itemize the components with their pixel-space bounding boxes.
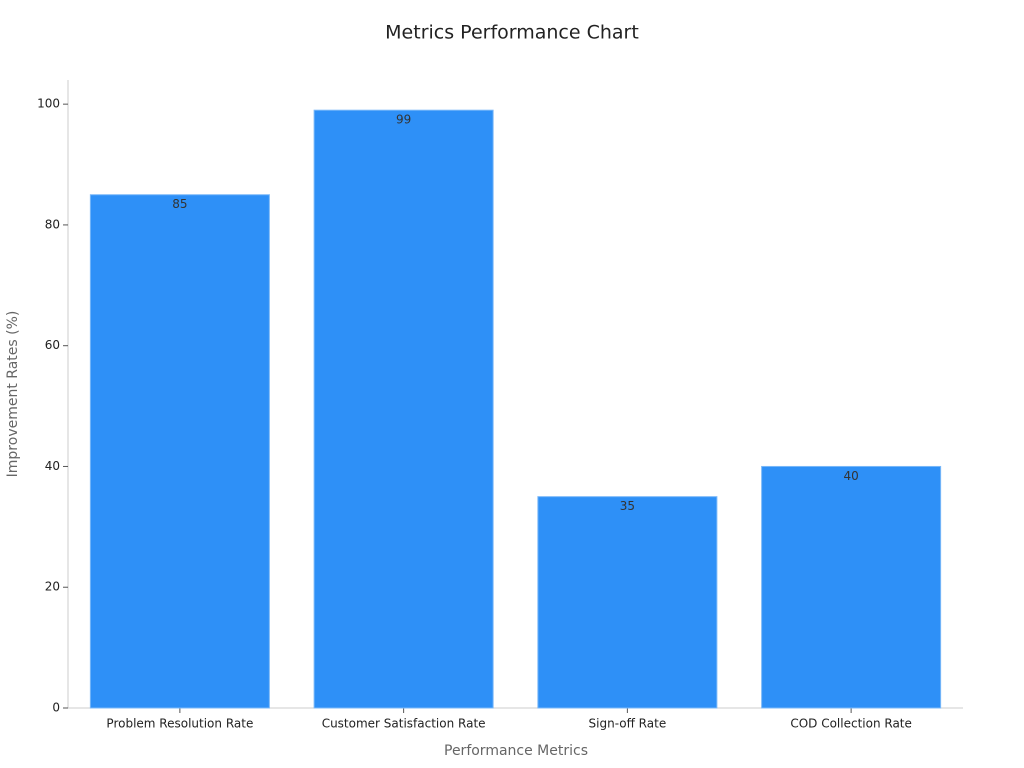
data-label: 35	[620, 499, 635, 513]
chart-title: Metrics Performance Chart	[385, 22, 639, 44]
y-tick-label: 100	[37, 97, 60, 111]
y-tick-label: 80	[45, 217, 60, 231]
y-tick-label: 0	[52, 701, 60, 715]
x-tick-label: Problem Resolution Rate	[106, 717, 253, 731]
data-label: 85	[172, 197, 187, 211]
y-tick-label: 60	[45, 338, 60, 352]
y-axis-label: Improvement Rates (%)	[5, 311, 21, 478]
x-tick-label: COD Collection Rate	[790, 717, 912, 731]
x-tick-label: Customer Satisfaction Rate	[322, 717, 486, 731]
data-label: 99	[396, 113, 411, 127]
y-tick-label: 40	[45, 459, 60, 473]
bar	[761, 465, 942, 709]
data-label: 40	[843, 469, 858, 483]
y-tick-label: 20	[45, 580, 60, 594]
bar	[537, 496, 718, 709]
x-axis-label: Performance Metrics	[444, 743, 588, 759]
bar	[89, 194, 270, 709]
x-tick-label: Sign-off Rate	[589, 717, 667, 731]
bar	[313, 109, 494, 709]
